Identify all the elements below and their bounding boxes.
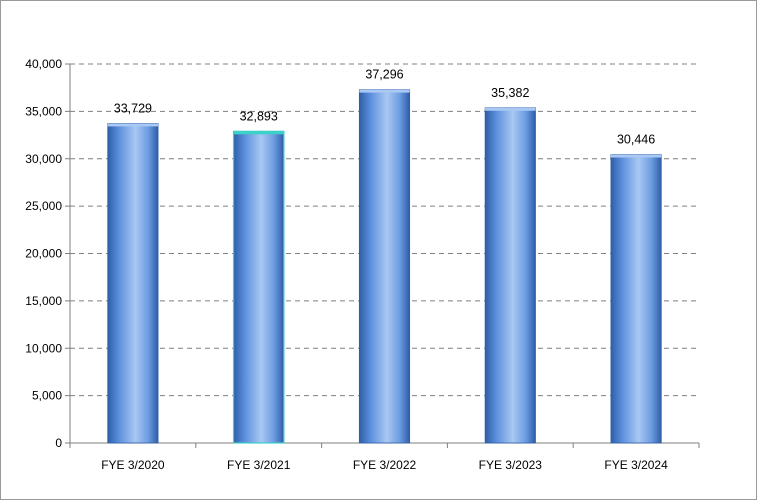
bars (107, 89, 662, 444)
bar (610, 154, 662, 444)
bar-top-highlight (485, 107, 536, 111)
y-tick-label: 5,000 (32, 389, 62, 403)
bar (358, 89, 411, 444)
data-label: 33,729 (114, 101, 152, 115)
x-tick-label: FYE 3/2021 (227, 458, 291, 472)
y-tick-label: 15,000 (25, 294, 62, 308)
data-label: 35,382 (491, 86, 529, 100)
x-tick-label: FYE 3/2022 (353, 458, 417, 472)
bar-top-highlight (233, 131, 284, 135)
y-tick-label: 0 (55, 436, 62, 450)
y-tick-label: 10,000 (25, 341, 62, 355)
y-tick-label: 40,000 (25, 57, 62, 71)
y-tick-label: 30,000 (25, 152, 62, 166)
labels: 0 5,000 10,000 15,000 20,000 25,000 30,000 35,0… (25, 57, 668, 472)
x-tick-label: FYE 3/2023 (479, 458, 543, 472)
bar-top-highlight (610, 154, 662, 158)
data-label: 37,296 (365, 68, 403, 82)
data-label: 30,446 (617, 133, 655, 147)
data-label: 32,893 (240, 109, 278, 123)
bar (107, 123, 159, 444)
gridlines (70, 63, 699, 397)
x-tick-label: FYE 3/2024 (604, 458, 668, 472)
bar-top-highlight (107, 123, 159, 127)
y-tick-label: 20,000 (25, 247, 62, 261)
y-tick-label: 35,000 (25, 104, 62, 118)
bar-top-highlight (359, 89, 410, 93)
y-tick-label: 25,000 (25, 199, 62, 213)
bar (484, 107, 536, 444)
x-tick-label: FYE 3/2020 (101, 458, 165, 472)
bar-highlight-outline (232, 130, 285, 444)
bar (233, 130, 285, 444)
